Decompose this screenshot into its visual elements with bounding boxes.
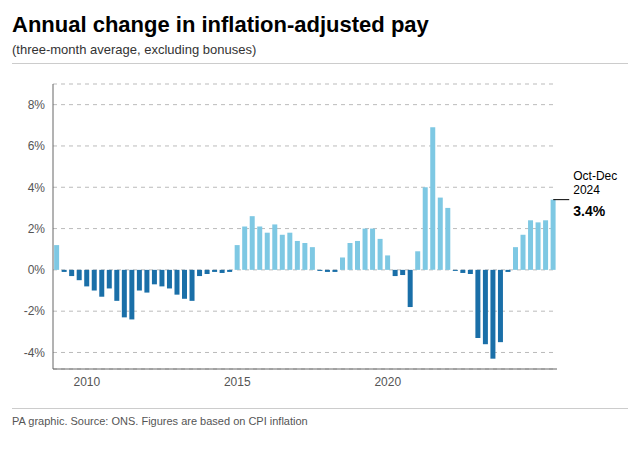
- svg-text:-4%: -4%: [24, 346, 46, 360]
- svg-text:2020: 2020: [374, 375, 401, 389]
- svg-text:Oct-Dec2024: Oct-Dec2024: [573, 169, 617, 197]
- html-text:PA graphic. Source: ONS. Figur: PA graphic. Source: ONS. Figures are bas…: [12, 415, 308, 427]
- svg-text:6%: 6%: [28, 139, 46, 153]
- svg-text:0%: 0%: [28, 263, 46, 277]
- svg-text:-2%: -2%: [24, 304, 46, 318]
- html-text:(three-month average, excludin: (three-month average, excluding bonuses): [12, 42, 257, 57]
- svg-text:8%: 8%: [28, 98, 46, 112]
- svg-text:2015: 2015: [224, 375, 251, 389]
- svg-text:2010: 2010: [73, 375, 100, 389]
- svg-text:4%: 4%: [28, 181, 46, 195]
- html-text:Annual change in inflation-adj: Annual change in inflation-adjusted pay: [12, 12, 429, 37]
- svg-text:3.4%: 3.4%: [573, 203, 605, 219]
- svg-text:2%: 2%: [28, 222, 46, 236]
